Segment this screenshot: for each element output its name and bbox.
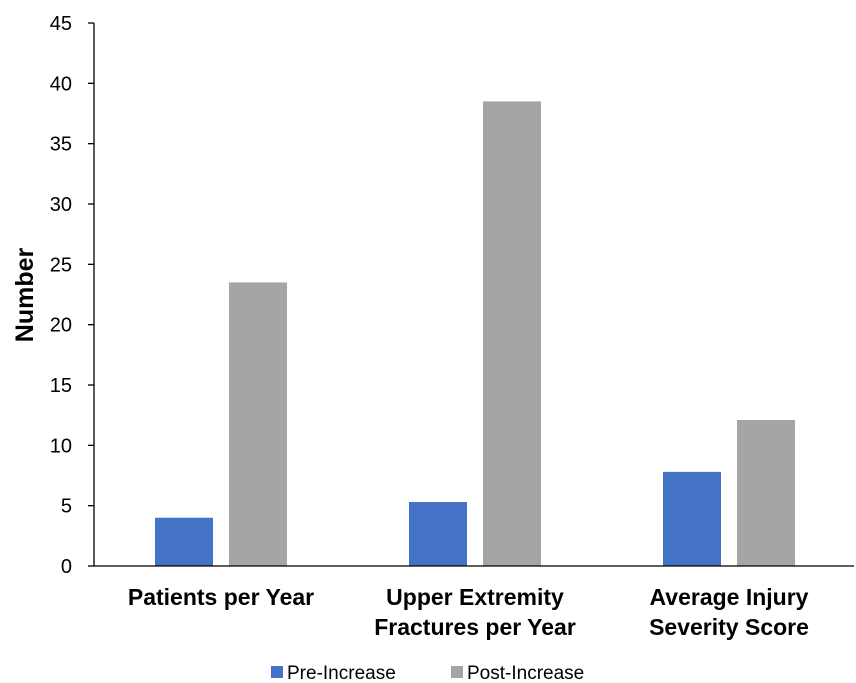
bar-pre-increase-0 [155, 517, 213, 566]
y-tick-label: 5 [61, 496, 72, 518]
y-tick-label: 10 [50, 435, 72, 457]
y-tick-label: 30 [50, 194, 72, 216]
y-tick-label: 0 [61, 556, 72, 578]
y-tick-label: 45 [50, 13, 72, 35]
x-category-label: Upper Extremity [386, 584, 564, 610]
y-tick-label: 25 [50, 254, 72, 276]
bars [155, 101, 795, 566]
x-category-label: Severity Score [649, 614, 809, 640]
x-axis-category-labels: Patients per Year Upper Extremity Fracture… [128, 584, 809, 640]
bar-pre-increase-2 [663, 471, 721, 566]
bar-post-increase-0 [229, 282, 287, 566]
x-category-label: Fractures per Year [374, 614, 576, 640]
y-tick-label: 40 [50, 73, 72, 95]
legend-label-pre-increase: Pre-Increase [287, 663, 396, 683]
y-tick-label: 15 [50, 375, 72, 397]
legend-swatch-pre-increase [271, 666, 283, 678]
bar-pre-increase-1 [409, 502, 467, 566]
legend-swatch-post-increase [451, 666, 463, 678]
legend: Pre-Increase Post-Increase [271, 663, 584, 683]
bar-post-increase-2 [737, 419, 795, 566]
y-tick-label: 35 [50, 134, 72, 156]
y-axis-ticks: 0 5 10 15 20 25 30 35 40 45 [50, 13, 94, 578]
y-tick-label: 20 [50, 315, 72, 337]
x-category-label: Average Injury [650, 584, 809, 610]
bar-post-increase-1 [483, 101, 541, 566]
y-axis-title: Number [11, 248, 39, 343]
x-category-label: Patients per Year [128, 584, 314, 610]
legend-label-post-increase: Post-Increase [467, 663, 584, 683]
